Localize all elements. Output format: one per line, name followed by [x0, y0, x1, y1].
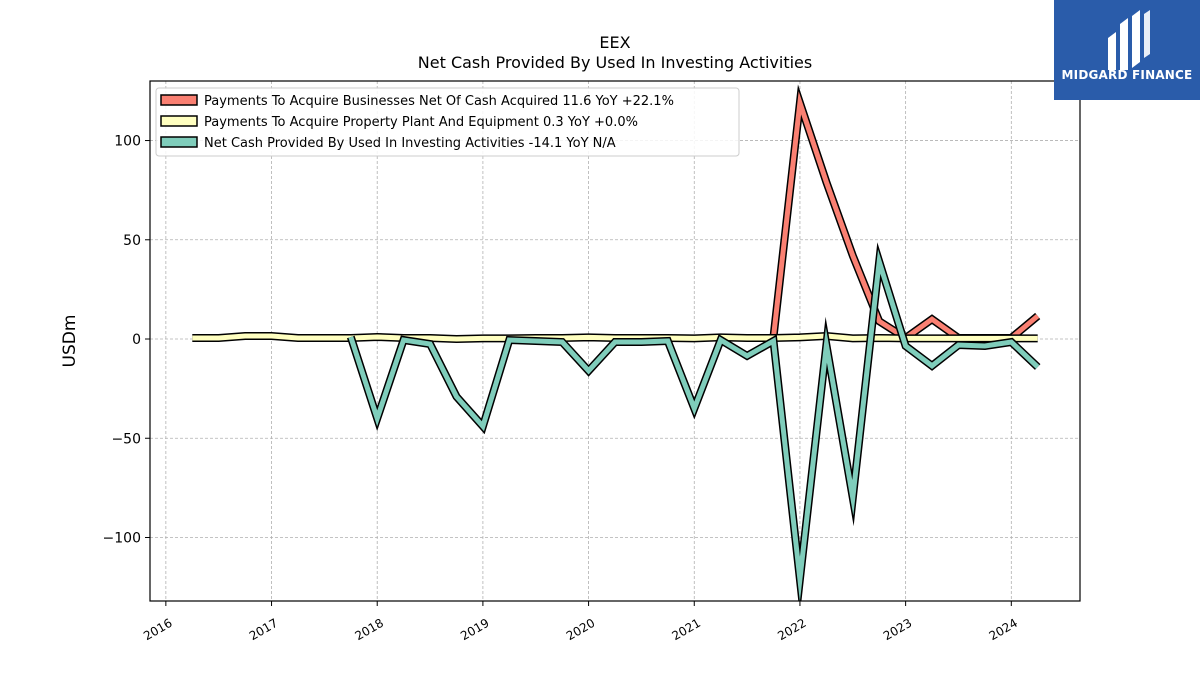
series-2-point — [1035, 336, 1040, 341]
series-3-point — [1009, 340, 1014, 345]
series-3-line — [346, 242, 1041, 601]
series-3-point — [586, 368, 591, 373]
series-3-point — [533, 339, 538, 344]
x-axis: 2016 2017 2018 2019 2020 2021 2022 2023 2024 — [141, 601, 1020, 643]
x-tick-label: 2021 — [670, 616, 703, 643]
series-3-point — [797, 577, 802, 582]
x-tick-label: 2017 — [247, 616, 280, 643]
x-tick-label: 2019 — [458, 616, 491, 643]
series-2-point — [956, 336, 961, 341]
series-3-point — [930, 363, 935, 368]
y-tick-label: 50 — [123, 233, 141, 249]
y-tick-label: 0 — [132, 332, 141, 348]
series-2-point — [216, 336, 221, 341]
series-2-point — [877, 336, 882, 341]
series-2-point — [797, 335, 802, 340]
series-3-point — [824, 343, 829, 348]
plot-frame — [149, 80, 1081, 602]
series-3-point — [771, 339, 776, 344]
legend-label: Payments To Acquire Property Plant And E… — [204, 115, 638, 130]
series-1-point — [824, 180, 829, 185]
midgard-finance-logo: MIDGARD FINANCE — [1054, 0, 1200, 100]
legend-label: Net Cash Provided By Used In Investing A… — [204, 136, 616, 151]
y-axis: 100 50 0 −50 −100 — [103, 134, 150, 546]
x-tick-label: 2024 — [987, 616, 1020, 643]
series-2-point — [982, 336, 987, 341]
series-2-point — [850, 336, 855, 341]
series-1-point — [1035, 314, 1040, 319]
series-3-point — [877, 259, 882, 264]
series-3-point — [850, 495, 855, 500]
series-3-point — [718, 338, 723, 343]
series-2-point — [190, 336, 195, 341]
x-tick-label: 2022 — [775, 616, 808, 643]
series-2-point — [296, 336, 301, 341]
x-tick-label: 2020 — [564, 616, 597, 643]
legend-label: Payments To Acquire Businesses Net Of Ca… — [204, 94, 674, 109]
x-tick-label: 2016 — [141, 616, 174, 643]
series-2-point — [243, 334, 248, 339]
chart-subtitle: Net Cash Provided By Used In Investing A… — [418, 53, 812, 72]
x-tick-label: 2018 — [352, 616, 385, 643]
series-1-point — [877, 319, 882, 324]
series-3-point — [903, 344, 908, 349]
series-3-point — [639, 340, 644, 345]
series-1-point — [930, 317, 935, 322]
legend-entry-1: Payments To Acquire Businesses Net Of Ca… — [160, 94, 674, 109]
y-tick-label: −50 — [111, 431, 141, 447]
series-3-point — [692, 406, 697, 411]
series-3-point — [560, 340, 565, 345]
logo-text: MIDGARD FINANCE — [1061, 68, 1193, 82]
series-3-point — [613, 340, 618, 345]
legend-entry-3: Net Cash Provided By Used In Investing A… — [160, 136, 616, 151]
series-2-point — [745, 336, 750, 341]
series-2-point — [586, 335, 591, 340]
legend: Payments To Acquire Businesses Net Of Ca… — [155, 87, 740, 157]
series-2-point — [692, 336, 697, 341]
legend-entry-2: Payments To Acquire Property Plant And E… — [160, 115, 638, 130]
series-layer — [190, 84, 1041, 601]
series-3-stroke — [348, 249, 1040, 601]
series-2-point — [480, 336, 485, 341]
logo-mark-icon — [1108, 10, 1150, 70]
chart-title: EEX — [599, 33, 630, 52]
series-3-point — [428, 342, 433, 347]
series-3-point — [375, 416, 380, 421]
series-3-point — [507, 338, 512, 343]
series-2-point — [322, 336, 327, 341]
series-3-point — [956, 343, 961, 348]
series-3-point — [982, 344, 987, 349]
series-1-point — [850, 253, 855, 258]
series-3-point — [665, 339, 670, 344]
series-2-point — [454, 337, 459, 342]
series-3-point — [401, 338, 406, 343]
series-3-point — [454, 394, 459, 399]
series-2-point — [375, 335, 380, 340]
legend-swatch — [160, 94, 198, 106]
series-2-point — [269, 334, 274, 339]
series-3-point — [348, 335, 353, 340]
y-axis-label: USDm — [60, 315, 80, 368]
series-3-point — [480, 424, 485, 429]
legend-box — [155, 87, 740, 157]
series-3-point — [1035, 365, 1040, 370]
legend-swatch — [160, 115, 198, 127]
series-1-point — [797, 100, 802, 105]
x-tick-label: 2023 — [881, 616, 914, 643]
legend-swatch — [160, 136, 198, 148]
y-tick-label: 100 — [114, 134, 141, 150]
series-3-point — [745, 353, 750, 358]
y-tick-label: −100 — [103, 530, 141, 546]
series-2-point — [930, 336, 935, 341]
